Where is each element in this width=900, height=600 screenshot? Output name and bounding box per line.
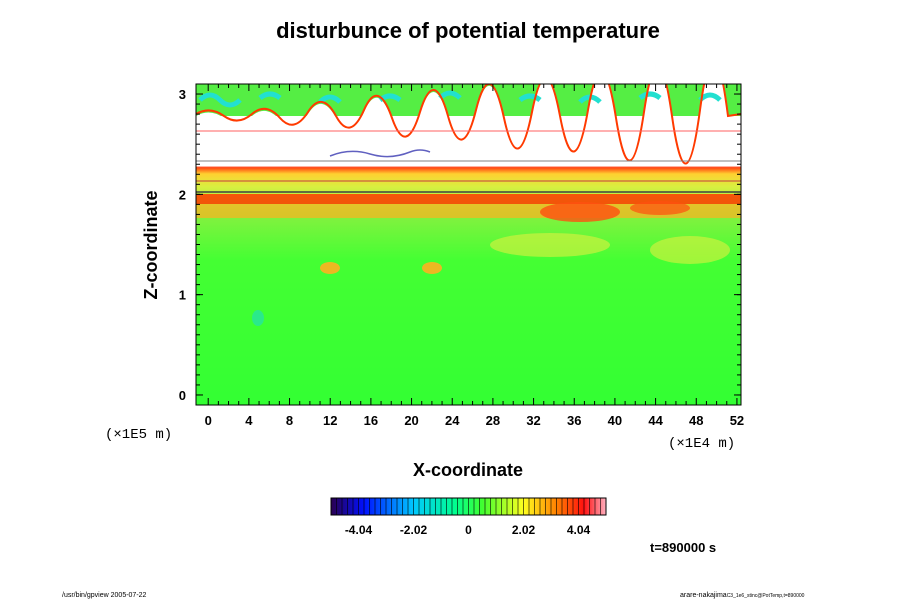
y-tick-label: 3 bbox=[179, 87, 186, 102]
heatmap-field bbox=[196, 84, 741, 405]
x-tick-label: 40 bbox=[608, 413, 622, 428]
x-tick-label: 0 bbox=[205, 413, 212, 428]
yellow-patch-1 bbox=[490, 233, 610, 257]
x-tick-label: 48 bbox=[689, 413, 703, 428]
x-tick-label: 24 bbox=[445, 413, 460, 428]
upper-wave-edge bbox=[196, 84, 741, 166]
footer-right: arare-nakajimaC3_1e6_stinc@PotTemp,t=890… bbox=[680, 592, 805, 599]
x-tick-label: 16 bbox=[364, 413, 378, 428]
white-band-speckle bbox=[329, 149, 431, 158]
colorbar: -4.04 -2.02 0 2.02 4.04 bbox=[330, 497, 607, 537]
y-unit-label: (×1E5 m) bbox=[105, 427, 172, 443]
x-tick-group: 0 4 8 12 16 20 24 28 32 36 40 44 48 52 bbox=[205, 84, 744, 428]
field-background bbox=[196, 84, 741, 405]
footer-right-sub: C3_1e6_stinc@PotTemp,t=890000 bbox=[727, 593, 805, 599]
red-patch-2 bbox=[630, 201, 690, 215]
red-band bbox=[196, 194, 741, 204]
yellow-patch-4 bbox=[422, 262, 442, 274]
cyan-patch bbox=[252, 310, 264, 326]
colorbar-ticks: -4.04 -2.02 0 2.02 4.04 bbox=[330, 498, 607, 537]
yellow-patch-2 bbox=[650, 236, 730, 264]
x-axis-label: X-coordinate bbox=[413, 460, 523, 480]
x-tick-label: 8 bbox=[286, 413, 293, 428]
x-tick-label: 4 bbox=[245, 413, 253, 428]
x-unit-label: (×1E4 m) bbox=[668, 436, 735, 452]
footer-right-main: arare-nakajima bbox=[680, 592, 727, 599]
colorbar-tick-label: 2.02 bbox=[512, 523, 536, 537]
colorbar-tick-label: 0 bbox=[465, 523, 472, 537]
x-tick-label: 52 bbox=[730, 413, 744, 428]
x-tick-label: 36 bbox=[567, 413, 581, 428]
x-tick-label: 20 bbox=[404, 413, 418, 428]
upper-red-edge bbox=[196, 84, 741, 165]
colorbar-tick-label: -4.04 bbox=[345, 523, 373, 537]
footer-left: /usr/bin/gpview 2005-07-22 bbox=[62, 592, 147, 599]
yellow-patch-3 bbox=[320, 262, 340, 274]
y-axis-label: Z-coordinate bbox=[141, 190, 161, 299]
colorbar-tick-label: 4.04 bbox=[567, 523, 591, 537]
chart-title: disturbunce of potential temperature bbox=[276, 18, 660, 43]
x-tick-label: 12 bbox=[323, 413, 337, 428]
y-tick-label: 2 bbox=[179, 187, 186, 202]
y-tick-label: 1 bbox=[179, 288, 186, 303]
y-tick-group: 0 1 2 3 bbox=[179, 83, 741, 406]
time-annotation: t=890000 s bbox=[650, 540, 716, 555]
y-tick-label: 0 bbox=[179, 388, 186, 403]
x-tick-label: 32 bbox=[526, 413, 540, 428]
x-tick-label: 44 bbox=[648, 413, 663, 428]
colorbar-tick-label: -2.02 bbox=[400, 523, 428, 537]
red-patch-1 bbox=[540, 202, 620, 222]
x-tick-label: 28 bbox=[486, 413, 500, 428]
